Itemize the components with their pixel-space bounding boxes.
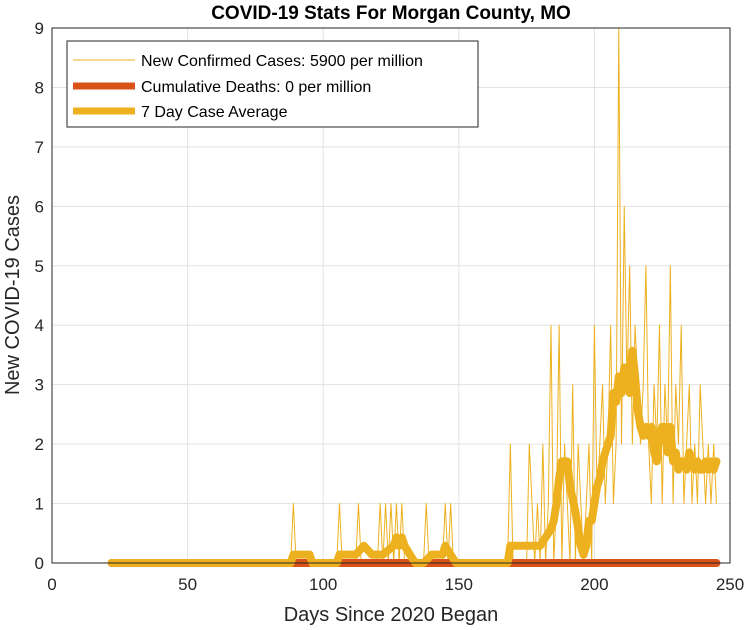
x-tick-label: 0	[47, 575, 56, 594]
chart-title: COVID-19 Stats For Morgan County, MO	[211, 3, 571, 24]
x-tick-label: 250	[716, 575, 744, 594]
series-new-cases-line	[111, 27, 717, 564]
series-7day-average-line	[107, 346, 721, 567]
x-tick-label: 200	[580, 575, 608, 594]
tick-labels: 0 50 100 150 200 250 0 1 2 3 4 5 6 7 8 9	[35, 19, 745, 594]
legend-label-new-cases: New Confirmed Cases: 5900 per million	[141, 53, 423, 70]
y-tick-label: 6	[35, 197, 44, 216]
y-tick-label: 2	[35, 435, 44, 454]
y-tick-label: 5	[35, 257, 44, 276]
y-axis-label: New COVID-19 Cases	[2, 195, 24, 395]
legend-label-average: 7 Day Case Average	[141, 104, 288, 121]
x-tick-label: 50	[178, 575, 197, 594]
y-tick-label: 0	[35, 554, 44, 573]
y-tick-label: 7	[35, 138, 44, 157]
legend: New Confirmed Cases: 5900 per million Cu…	[66, 40, 479, 128]
legend-label-deaths: Cumulative Deaths: 0 per million	[141, 79, 371, 96]
y-tick-label: 4	[35, 316, 44, 335]
y-tick-label: 9	[35, 19, 44, 38]
axes-box	[51, 27, 731, 564]
y-tick-label: 3	[35, 376, 44, 395]
x-axis-label: Days Since 2020 Began	[284, 604, 499, 626]
x-tick-label: 100	[309, 575, 337, 594]
y-tick-label: 1	[35, 495, 44, 514]
x-tick-label: 150	[445, 575, 473, 594]
y-tick-label: 8	[35, 78, 44, 97]
legend-box	[66, 40, 479, 128]
